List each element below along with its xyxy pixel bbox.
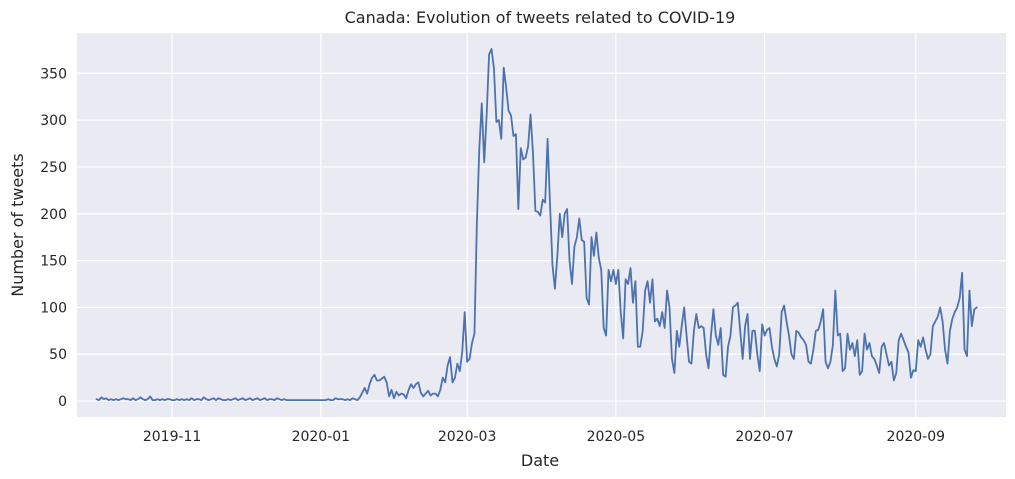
x-tick-label: 2020-01: [292, 429, 351, 445]
y-axis-label: Number of tweets: [8, 153, 27, 297]
y-tick-label: 0: [58, 394, 67, 410]
y-tick-labels: 0 50 100 150 200 250 300 350: [40, 66, 67, 410]
x-tick-label: 2020-05: [587, 429, 646, 445]
x-tick-labels: 2019-11 2020-01 2020-03 2020-05 2020-07 2020-…: [143, 429, 945, 445]
gridlines: [77, 33, 1006, 417]
x-tick-label: 2020-03: [438, 429, 497, 445]
y-tick-label: 300: [40, 113, 67, 129]
plot-area: [77, 33, 1006, 417]
x-tick-label: 2020-09: [887, 429, 946, 445]
x-tick-label: 2020-07: [735, 429, 794, 445]
y-tick-label: 350: [40, 66, 67, 82]
chart-title: Canada: Evolution of tweets related to C…: [345, 8, 736, 27]
y-tick-label: 200: [40, 207, 67, 223]
x-axis-label: Date: [521, 451, 559, 470]
series-line: [95, 48, 978, 402]
y-tick-label: 50: [49, 347, 67, 363]
x-tick-label: 2019-11: [143, 429, 202, 445]
y-tick-label: 100: [40, 300, 67, 316]
y-tick-label: 150: [40, 254, 67, 270]
series-group: [95, 48, 978, 402]
y-tick-label: 250: [40, 160, 67, 176]
